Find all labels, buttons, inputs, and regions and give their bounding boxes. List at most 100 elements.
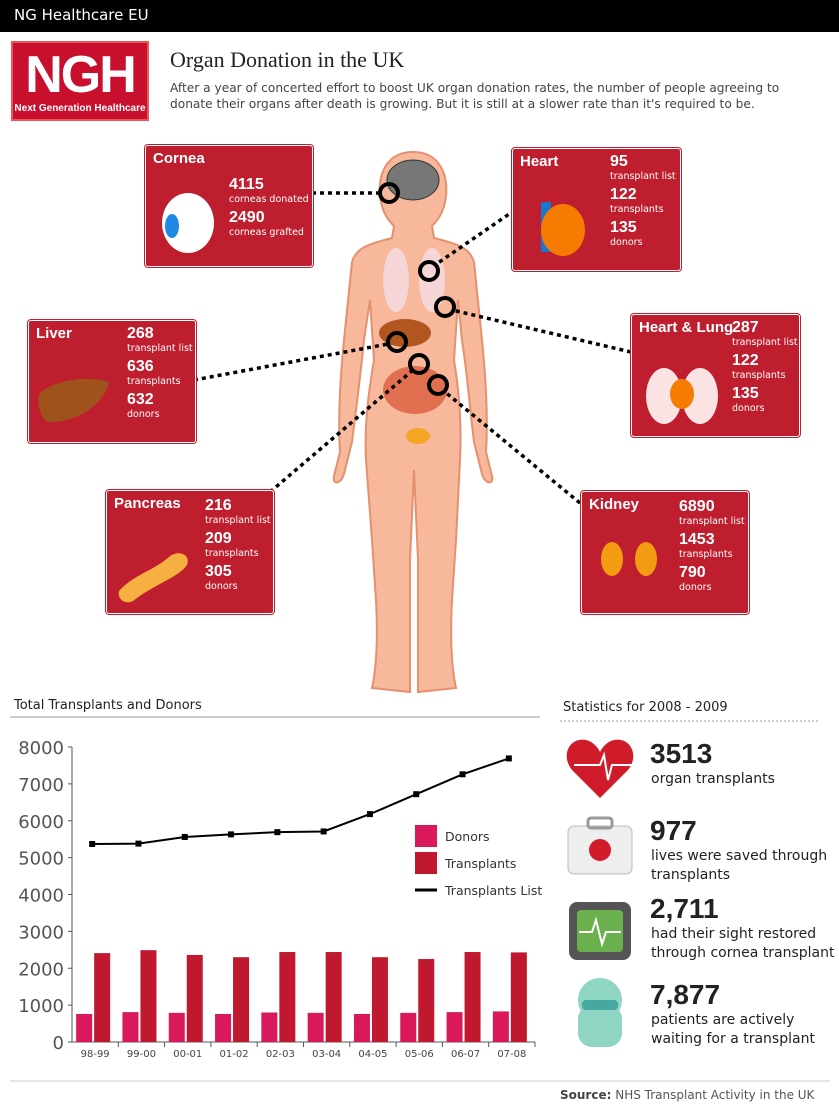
organ-stats: 6890 transplant list 1453 transplants 790 don… [679, 498, 745, 594]
page-title: Organ Donation in the UK [170, 47, 405, 72]
source-label: Source: [560, 1088, 612, 1102]
organ-stats: 287 transplant list 122 transplants 135 donor… [732, 319, 798, 415]
intro: After a year of concerted effort to boos… [170, 81, 780, 111]
stat-label: donors [679, 582, 712, 593]
x-tick-label: 98-99 [81, 1049, 110, 1060]
stat-number: 3513 [650, 738, 713, 769]
liver [379, 319, 431, 347]
stat-label: transplants [205, 548, 259, 559]
organ-box: Liver 268 transplant list 636 transplants 632… [28, 320, 196, 443]
organ-stats: 268 transplant list 636 transplants 632 donor… [127, 325, 193, 421]
organ-stats: 95 transplant list 122 transplants 135 donors [610, 153, 676, 249]
bar [215, 1013, 232, 1042]
organ-name: Pancreas [114, 495, 181, 512]
line [92, 757, 510, 845]
legend-label: Transplants [444, 856, 516, 871]
pulse [574, 751, 632, 781]
stat-label: transplants [732, 370, 786, 381]
bar [186, 954, 203, 1042]
point [181, 833, 188, 840]
bar [122, 1012, 139, 1042]
stat-text: organ transplants [651, 771, 775, 787]
stat-value: 2490 [229, 209, 265, 226]
stat-value: 95 [610, 153, 628, 170]
bar [446, 1012, 463, 1042]
pancreas [118, 553, 188, 603]
marker [427, 374, 449, 396]
y-tick-label: 3000 [18, 922, 64, 943]
legend-swatch [415, 852, 437, 874]
connectors [193, 191, 632, 505]
stat-value: 122 [610, 186, 637, 203]
bar [400, 1012, 417, 1042]
organ-icon [601, 542, 657, 576]
x-tick-label: 03-04 [312, 1049, 341, 1060]
x-tick-label: 99-00 [127, 1049, 156, 1060]
stat-value: 287 [732, 319, 759, 336]
bar [279, 952, 296, 1042]
stat-text: lives were saved through transplants [651, 848, 828, 883]
y-tick-label: 2000 [18, 959, 64, 980]
organ-icon [38, 378, 109, 423]
logo-text: NGH [25, 46, 137, 104]
x-tick-label: 06-07 [451, 1049, 480, 1060]
stat-value: 636 [127, 358, 154, 375]
heart [541, 204, 585, 256]
point [228, 831, 235, 838]
organ-box: Heart & Lung 287 transplant list 122 transpl… [631, 314, 800, 437]
liver [38, 378, 109, 423]
pulse [579, 916, 621, 948]
point [135, 840, 142, 847]
bar [76, 1013, 93, 1042]
organ-name: Kidney [589, 496, 640, 513]
y-tick-label: 4000 [18, 886, 64, 907]
stat-number: 2,711 [650, 893, 719, 924]
stat-label: transplant list [127, 343, 193, 354]
organ-icon [118, 553, 188, 603]
stat-label: donors [205, 581, 238, 592]
bar [140, 950, 157, 1042]
connector [193, 342, 389, 382]
kit-handle [586, 816, 614, 830]
x-tick-label: 01-02 [220, 1049, 249, 1060]
stat-label: corneas grafted [229, 227, 304, 238]
y-tick-label: 0 [53, 1033, 64, 1054]
body [332, 150, 494, 694]
organ-icon [646, 368, 718, 424]
stats-title: Statistics for 2008 - 2009 [563, 700, 728, 715]
organ-box: Heart 95 transplant list 122 transplants 135 d… [512, 148, 681, 271]
point [459, 771, 466, 778]
y-tick-label: 6000 [18, 812, 64, 833]
stat-value: 268 [127, 325, 154, 342]
x-tick-label: 05-06 [405, 1049, 434, 1060]
stat-value: 135 [732, 385, 759, 402]
eye [162, 193, 214, 253]
bladder [406, 428, 430, 444]
bar [464, 952, 481, 1042]
stat-value: 216 [205, 497, 232, 514]
stat-number: 977 [650, 815, 697, 846]
stat-label: donors [732, 403, 765, 414]
stat-icons [566, 739, 634, 1047]
legend-label: Donors [445, 829, 490, 844]
chart: 0 1000 2000 3000 4000 5000 6000 7000 8000 98-99 99… [18, 738, 542, 1060]
stat-label: transplant list [610, 171, 676, 182]
y-tick-label: 8000 [18, 738, 64, 759]
legend-swatch [415, 825, 437, 847]
organ-icon [162, 193, 214, 253]
stat-value: 135 [610, 219, 637, 236]
bar [418, 959, 435, 1042]
y-tick-label: 5000 [18, 849, 64, 870]
marker [386, 331, 408, 353]
organ-box: Cornea 4115 corneas donated 2490 corneas gra… [145, 145, 313, 267]
lung [682, 368, 718, 424]
bar [325, 952, 342, 1042]
monitor-screen [577, 910, 623, 952]
stat-label: transplant list [732, 337, 798, 348]
x-tick-label: 07-08 [497, 1049, 526, 1060]
stat-value: 305 [205, 563, 232, 580]
organ-stats: 216 transplant list 209 transplants 305 donor… [205, 497, 271, 593]
stat-value: 4115 [229, 176, 264, 193]
organ-name: Heart & Lung [639, 319, 734, 336]
